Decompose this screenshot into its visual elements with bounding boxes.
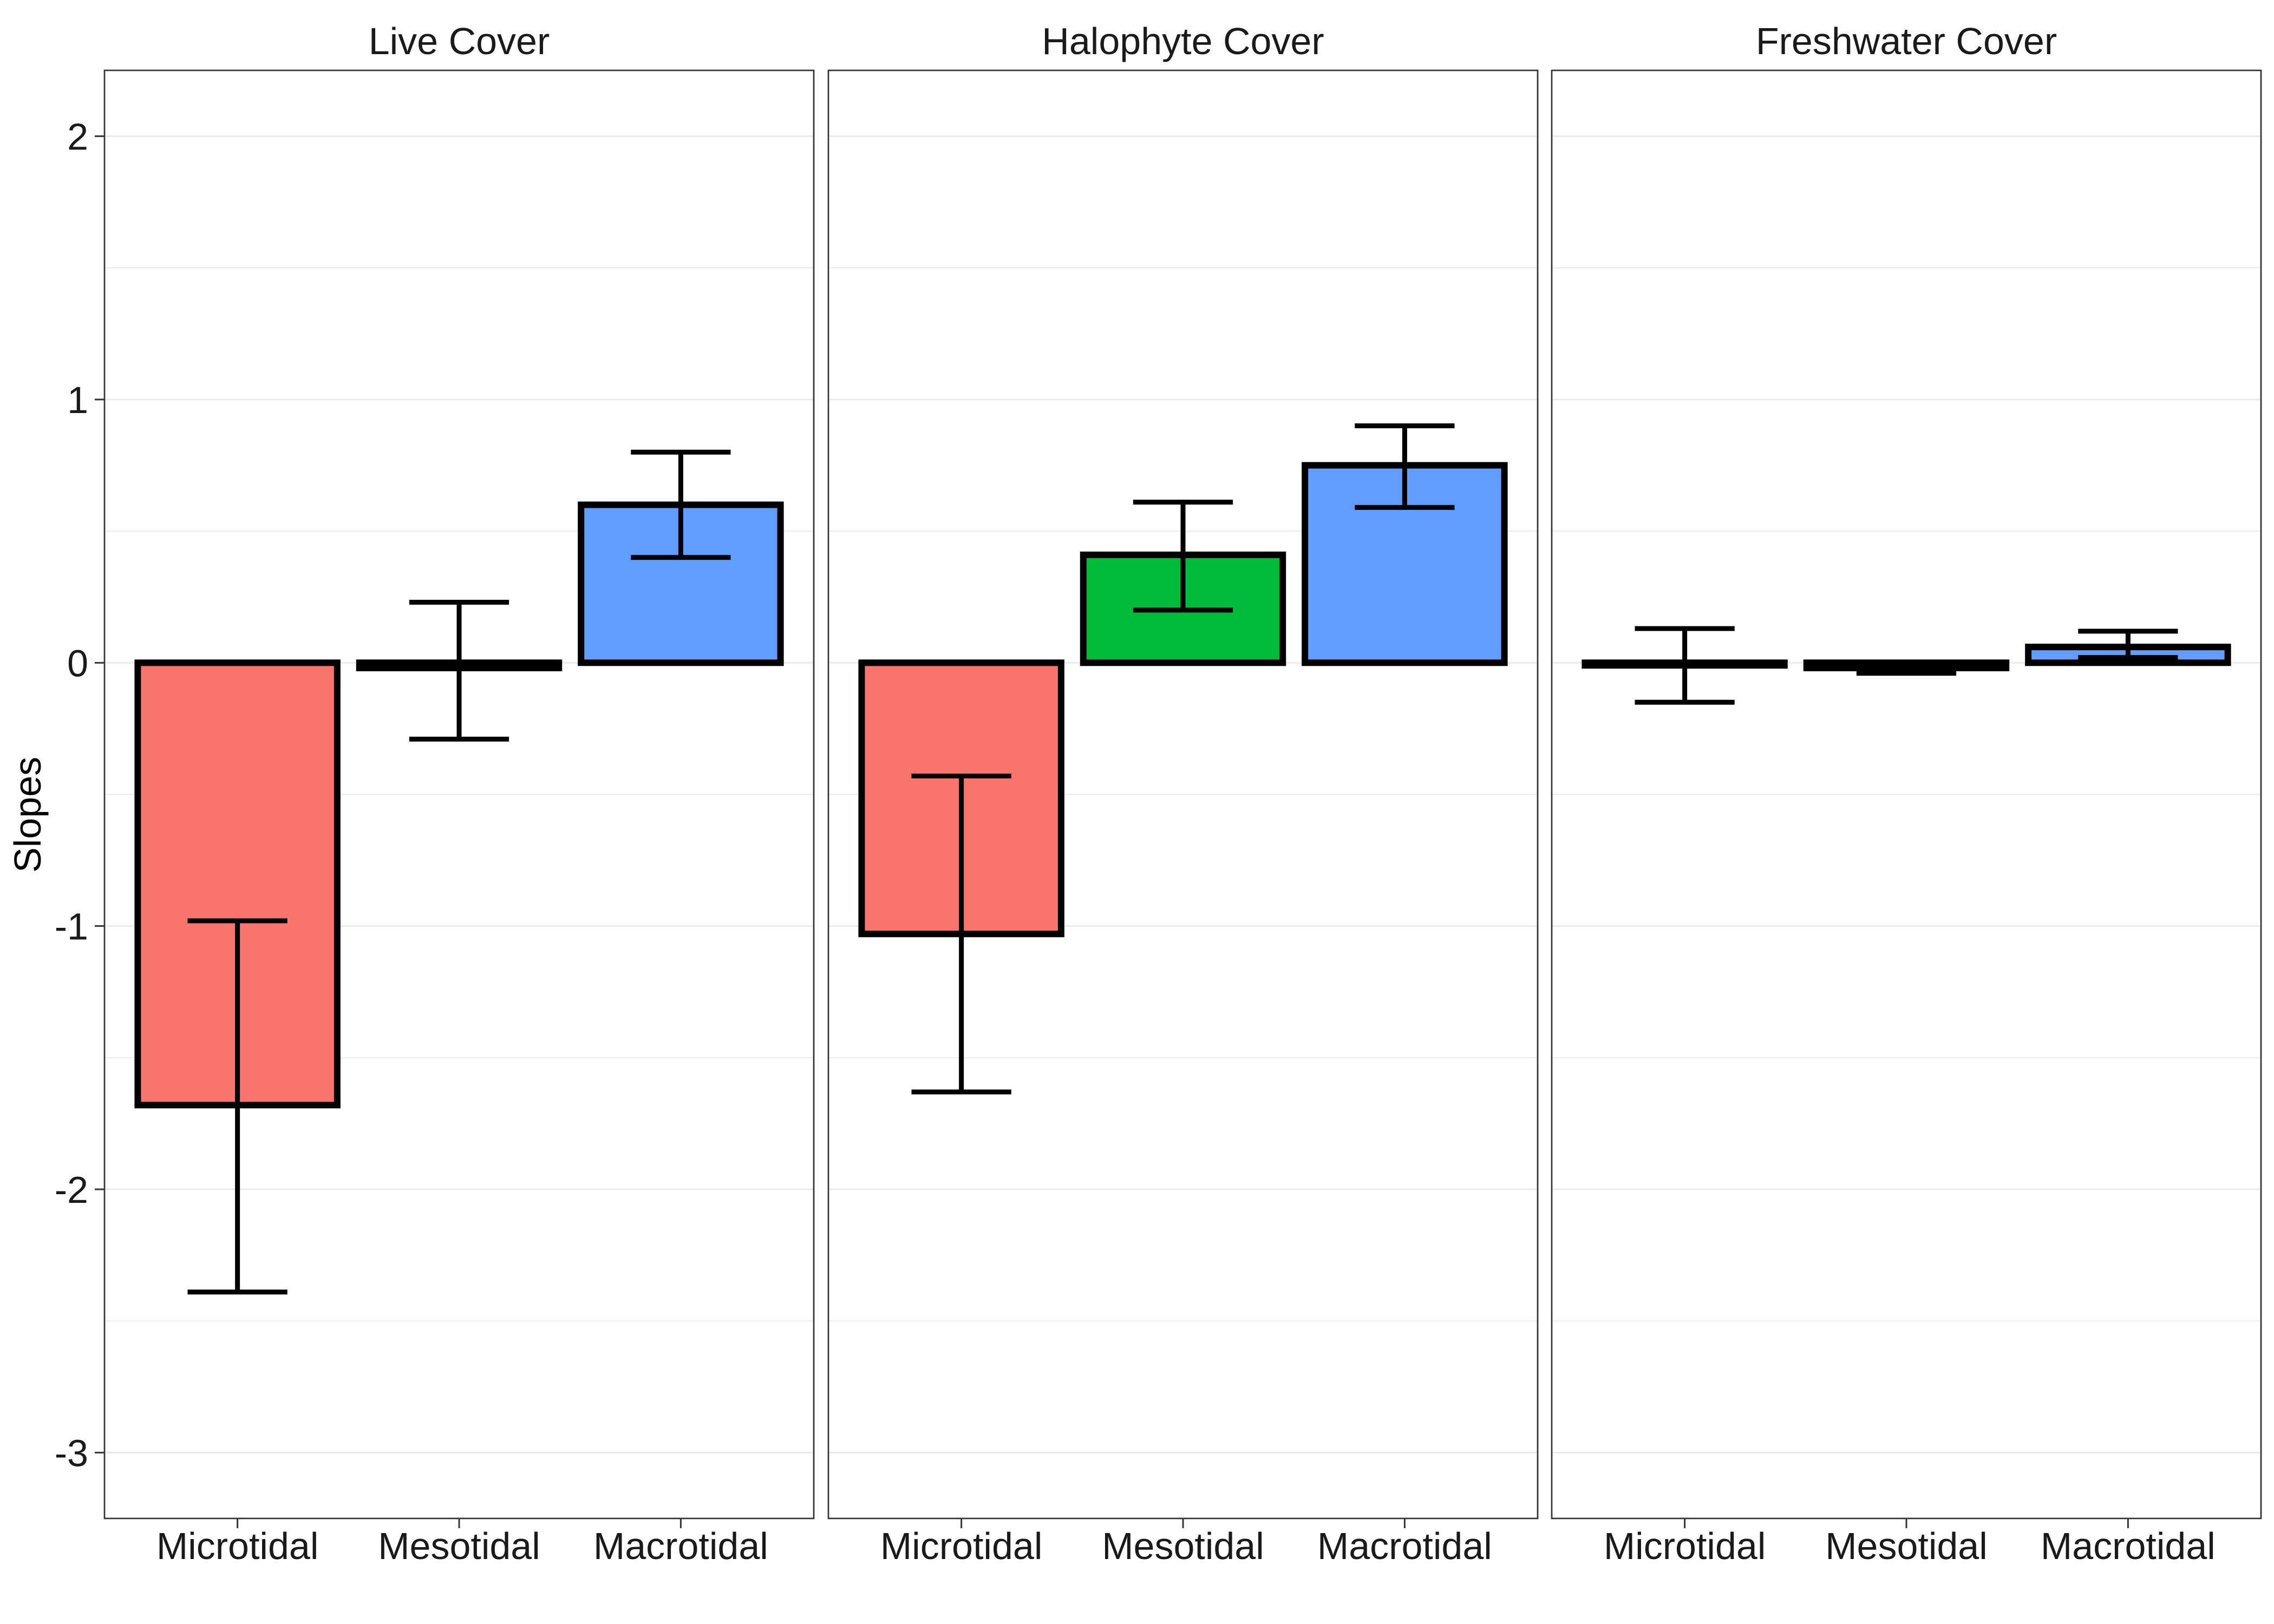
x-tick-label-mesotidal: Mesotidal	[1825, 1525, 1988, 1567]
error-bar-freshwater-cover-microtidal	[1635, 626, 1735, 705]
y-axis-title: Slopes	[6, 757, 49, 873]
panel-title: Freshwater Cover	[1756, 20, 2057, 62]
y-tick-label: 0	[67, 642, 88, 684]
error-bar-freshwater-cover-macrotidal	[2078, 628, 2178, 660]
x-tick-label-macrotidal: Macrotidal	[593, 1525, 768, 1567]
error-bar-halophyte-cover-microtidal	[911, 773, 1011, 1095]
x-tick-label-macrotidal: Macrotidal	[1317, 1525, 1492, 1567]
error-bar-halophyte-cover-mesotidal	[1133, 500, 1233, 613]
y-tick-label: 2	[67, 116, 88, 158]
error-bar-halophyte-cover-macrotidal	[1355, 423, 1455, 510]
panel-freshwater-cover: Freshwater Cover Microtidal Mesotidal Macro…	[1551, 20, 2262, 1567]
error-bar-live-cover-macrotidal	[631, 449, 731, 560]
y-tick-label: -1	[55, 906, 88, 948]
x-tick-label-mesotidal: Mesotidal	[1102, 1525, 1264, 1567]
y-tick-label: -2	[55, 1169, 88, 1211]
x-tick-label-microtidal: Microtidal	[1604, 1525, 1766, 1567]
y-axis: -3 -2 -1 0 1 2	[55, 116, 104, 1474]
panel-halophyte-cover: Halophyte Cover Microtidal Mesotidal Macrot…	[827, 20, 1539, 1567]
y-tick-label: 1	[67, 379, 88, 421]
error-bar-freshwater-cover-mesotidal	[1856, 660, 1957, 676]
panel-title: Halophyte Cover	[1042, 20, 1324, 62]
y-tick-label: -3	[55, 1432, 88, 1474]
x-tick-label-macrotidal: Macrotidal	[2041, 1525, 2216, 1567]
x-tick-label-microtidal: Microtidal	[880, 1525, 1043, 1567]
error-bar-live-cover-mesotidal	[409, 599, 509, 742]
panel-title: Live Cover	[369, 20, 550, 62]
x-tick-label-microtidal: Microtidal	[156, 1525, 319, 1567]
panel-live-cover: Live Cover Microtidal Mesotidal Macrotidal	[103, 20, 815, 1567]
x-tick-label-mesotidal: Mesotidal	[378, 1525, 540, 1567]
error-bar-live-cover-microtidal	[187, 918, 287, 1295]
